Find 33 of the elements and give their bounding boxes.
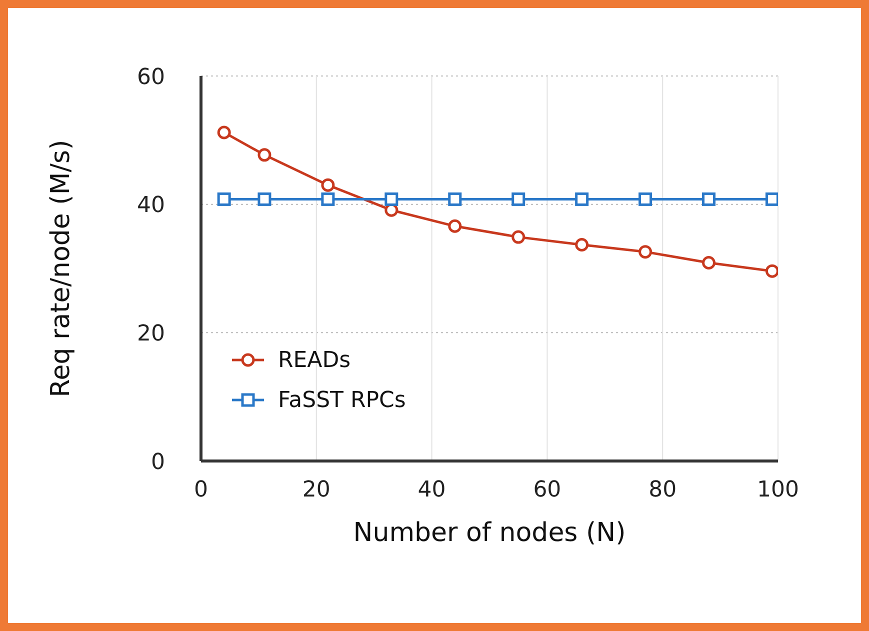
point	[448, 219, 462, 233]
point	[702, 192, 716, 206]
point	[765, 264, 778, 278]
x-tick-label: 80	[648, 478, 677, 503]
y-axis-title: Req rate/node (M/s)	[46, 140, 76, 398]
point	[638, 245, 652, 259]
point	[448, 192, 462, 206]
point	[702, 256, 716, 270]
y-tick-label: 40	[137, 193, 165, 218]
x-tick-label: 20	[302, 478, 330, 503]
x-tick-label: 40	[418, 478, 446, 503]
x-tick-label: 60	[533, 478, 562, 503]
point	[258, 192, 272, 206]
y-tick-label: 60	[137, 64, 165, 90]
point	[258, 148, 272, 162]
y-tick-label: 0	[151, 450, 165, 475]
point	[638, 192, 652, 206]
point	[321, 178, 335, 192]
y-tick-label: 20	[137, 321, 165, 346]
x-axis-title: Number of nodes (N)	[353, 518, 626, 548]
x-tick-label: 100	[757, 478, 799, 503]
point	[512, 192, 526, 206]
point	[575, 238, 589, 252]
point	[575, 192, 589, 206]
legend-label: FaSST RPCs	[278, 388, 406, 412]
point	[217, 126, 231, 140]
legend-label: READs	[278, 348, 351, 372]
point	[384, 192, 398, 206]
point	[217, 192, 231, 206]
point	[512, 230, 526, 244]
point	[321, 192, 335, 206]
x-tick-label: 0	[194, 478, 208, 503]
point	[765, 192, 778, 206]
